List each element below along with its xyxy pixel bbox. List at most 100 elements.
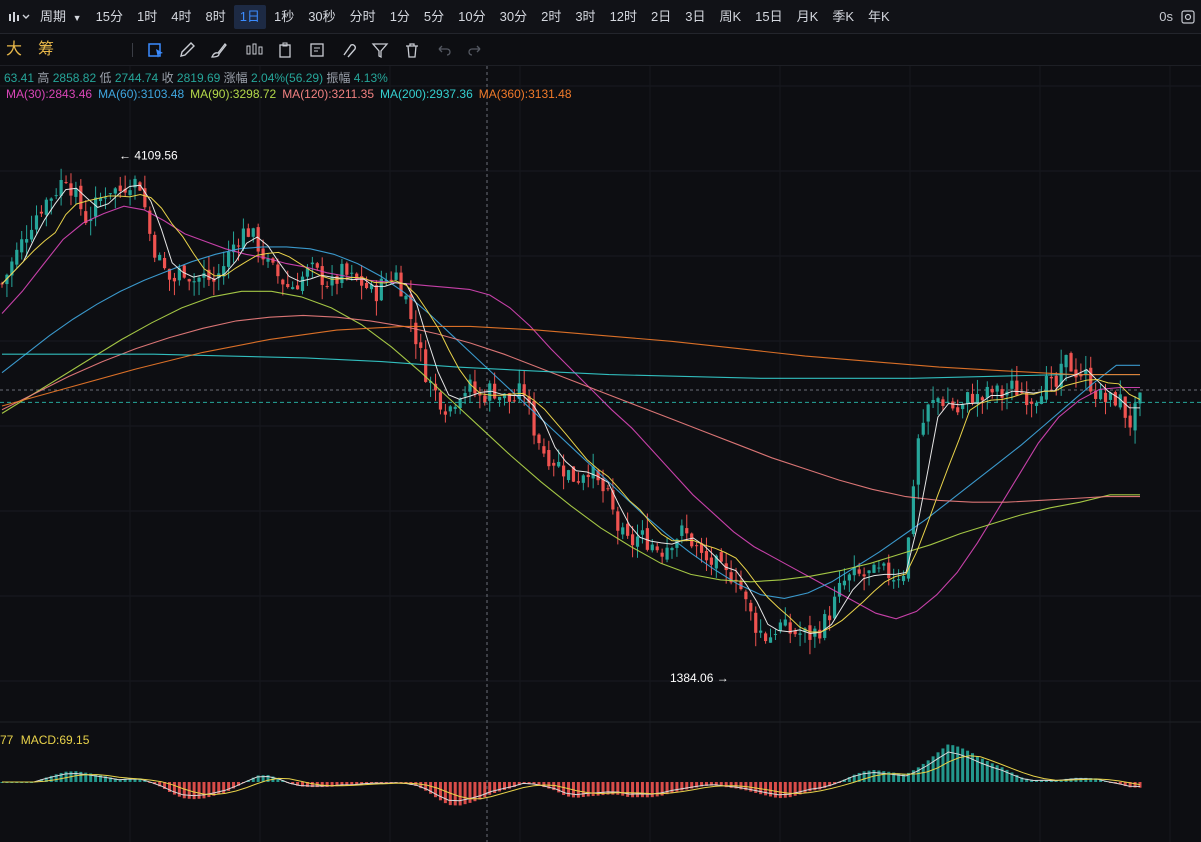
macd-bar — [419, 782, 423, 789]
interval-12[interactable]: 2时 — [541, 8, 562, 24]
macd-bar — [764, 782, 768, 796]
candle-body — [527, 396, 531, 403]
interval-2[interactable]: 4时 — [171, 8, 192, 24]
interval-6[interactable]: 30秒 — [308, 8, 336, 24]
macd-bar — [473, 782, 477, 802]
undo-icon[interactable] — [434, 40, 454, 60]
interval-9[interactable]: 5分 — [423, 8, 445, 24]
macd-bar — [1118, 782, 1122, 785]
candle-body — [488, 383, 492, 401]
candle-body — [640, 530, 645, 535]
macd-bar — [123, 778, 127, 782]
macd-bar — [537, 782, 541, 786]
interval-13[interactable]: 3时 — [575, 8, 596, 24]
candle-body — [458, 398, 462, 409]
candle-body — [1108, 392, 1113, 400]
trash-icon[interactable] — [402, 40, 422, 60]
interval-0[interactable]: 15分 — [95, 8, 124, 24]
interval-11[interactable]: 30分 — [499, 8, 528, 24]
candle-body — [517, 383, 521, 399]
macd-bar — [79, 771, 83, 782]
candle-body — [389, 279, 393, 282]
indicator-label-a[interactable]: 大 — [6, 41, 23, 58]
redo-icon[interactable] — [465, 40, 485, 60]
macd-bar — [842, 779, 846, 782]
magnet-icon[interactable] — [339, 40, 359, 60]
candle-body — [685, 528, 689, 534]
macd-bar — [532, 782, 536, 785]
interval-5[interactable]: 1秒 — [273, 8, 295, 24]
macd-bar — [567, 782, 571, 797]
macd-bar — [256, 775, 260, 782]
candle-body — [10, 261, 14, 276]
candle-body — [64, 182, 68, 184]
macd-bar — [1059, 779, 1063, 782]
interval-4[interactable]: 1日 — [233, 4, 266, 29]
candle-body — [202, 273, 206, 278]
candle-body — [1025, 392, 1029, 406]
candle-body — [650, 544, 654, 551]
interval-17[interactable]: 周K — [719, 8, 742, 24]
amplitude-value: 4.13% — [353, 71, 388, 85]
interval-20[interactable]: 季K — [832, 8, 854, 24]
settings-icon[interactable] — [1181, 10, 1195, 24]
interval-18[interactable]: 15日 — [755, 8, 783, 24]
macd-bar — [1020, 777, 1024, 782]
interval-1[interactable]: 1时 — [137, 8, 158, 24]
candle-body — [379, 278, 383, 301]
candle-body — [990, 388, 994, 393]
candle-body — [330, 276, 334, 286]
candle-body — [832, 596, 837, 619]
candle-body — [975, 394, 980, 404]
macd-bar — [631, 782, 635, 798]
macd-bar — [916, 767, 920, 782]
candle-body — [153, 234, 157, 258]
interval-3[interactable]: 8时 — [205, 8, 226, 24]
interval-19[interactable]: 月K — [796, 8, 819, 24]
candle-body — [123, 188, 127, 193]
macd-bar — [350, 782, 354, 786]
low-label: 低 — [99, 71, 112, 85]
candle-body — [1059, 363, 1063, 388]
interval-14[interactable]: 12时 — [609, 8, 638, 24]
interval-15[interactable]: 2日 — [651, 8, 672, 24]
interval-16[interactable]: 3日 — [685, 8, 706, 24]
candle-body — [630, 534, 635, 546]
interval-7[interactable]: 分时 — [349, 8, 376, 24]
ma-legend-item: MA(60):3103.48 — [98, 87, 185, 101]
filter-icon[interactable] — [370, 40, 390, 60]
macd-bar — [163, 782, 167, 789]
candles-icon[interactable] — [244, 40, 264, 60]
macd-bar — [636, 782, 640, 798]
candle-body — [1123, 396, 1127, 418]
macd-bar — [818, 782, 822, 790]
candle-body — [793, 630, 797, 635]
pen-icon[interactable] — [177, 40, 197, 60]
candle-body — [901, 575, 906, 582]
high-annotation: ← 4109.56 — [119, 149, 178, 163]
period-dropdown[interactable]: 周期 ▼ — [34, 5, 88, 29]
macd-bar — [626, 782, 630, 797]
brush-icon[interactable] — [209, 40, 229, 60]
clipboard-icon[interactable] — [275, 40, 295, 60]
candle-body — [315, 263, 319, 268]
candle-body — [921, 422, 925, 435]
macd-bar — [429, 782, 433, 794]
interval-10[interactable]: 10分 — [458, 8, 486, 24]
indicator-label-b[interactable]: 筹 — [38, 41, 55, 58]
note-icon[interactable] — [307, 40, 327, 60]
macd-bar — [99, 775, 103, 782]
candle-body — [502, 393, 507, 399]
candle-body — [143, 188, 147, 208]
macd-bar — [675, 782, 679, 792]
candle-body — [1128, 415, 1132, 428]
candle-body — [1010, 380, 1014, 389]
candle-body — [364, 283, 369, 288]
interval-21[interactable]: 年K — [867, 8, 890, 24]
select-icon[interactable] — [146, 40, 166, 60]
macd-bar — [39, 779, 43, 782]
interval-8[interactable]: 1分 — [389, 8, 410, 24]
high-value: 2858.82 — [52, 71, 97, 85]
price-chart[interactable]: ← 4109.56 1384.06 → — [0, 66, 1201, 842]
chart-type-icon[interactable] — [4, 10, 34, 24]
